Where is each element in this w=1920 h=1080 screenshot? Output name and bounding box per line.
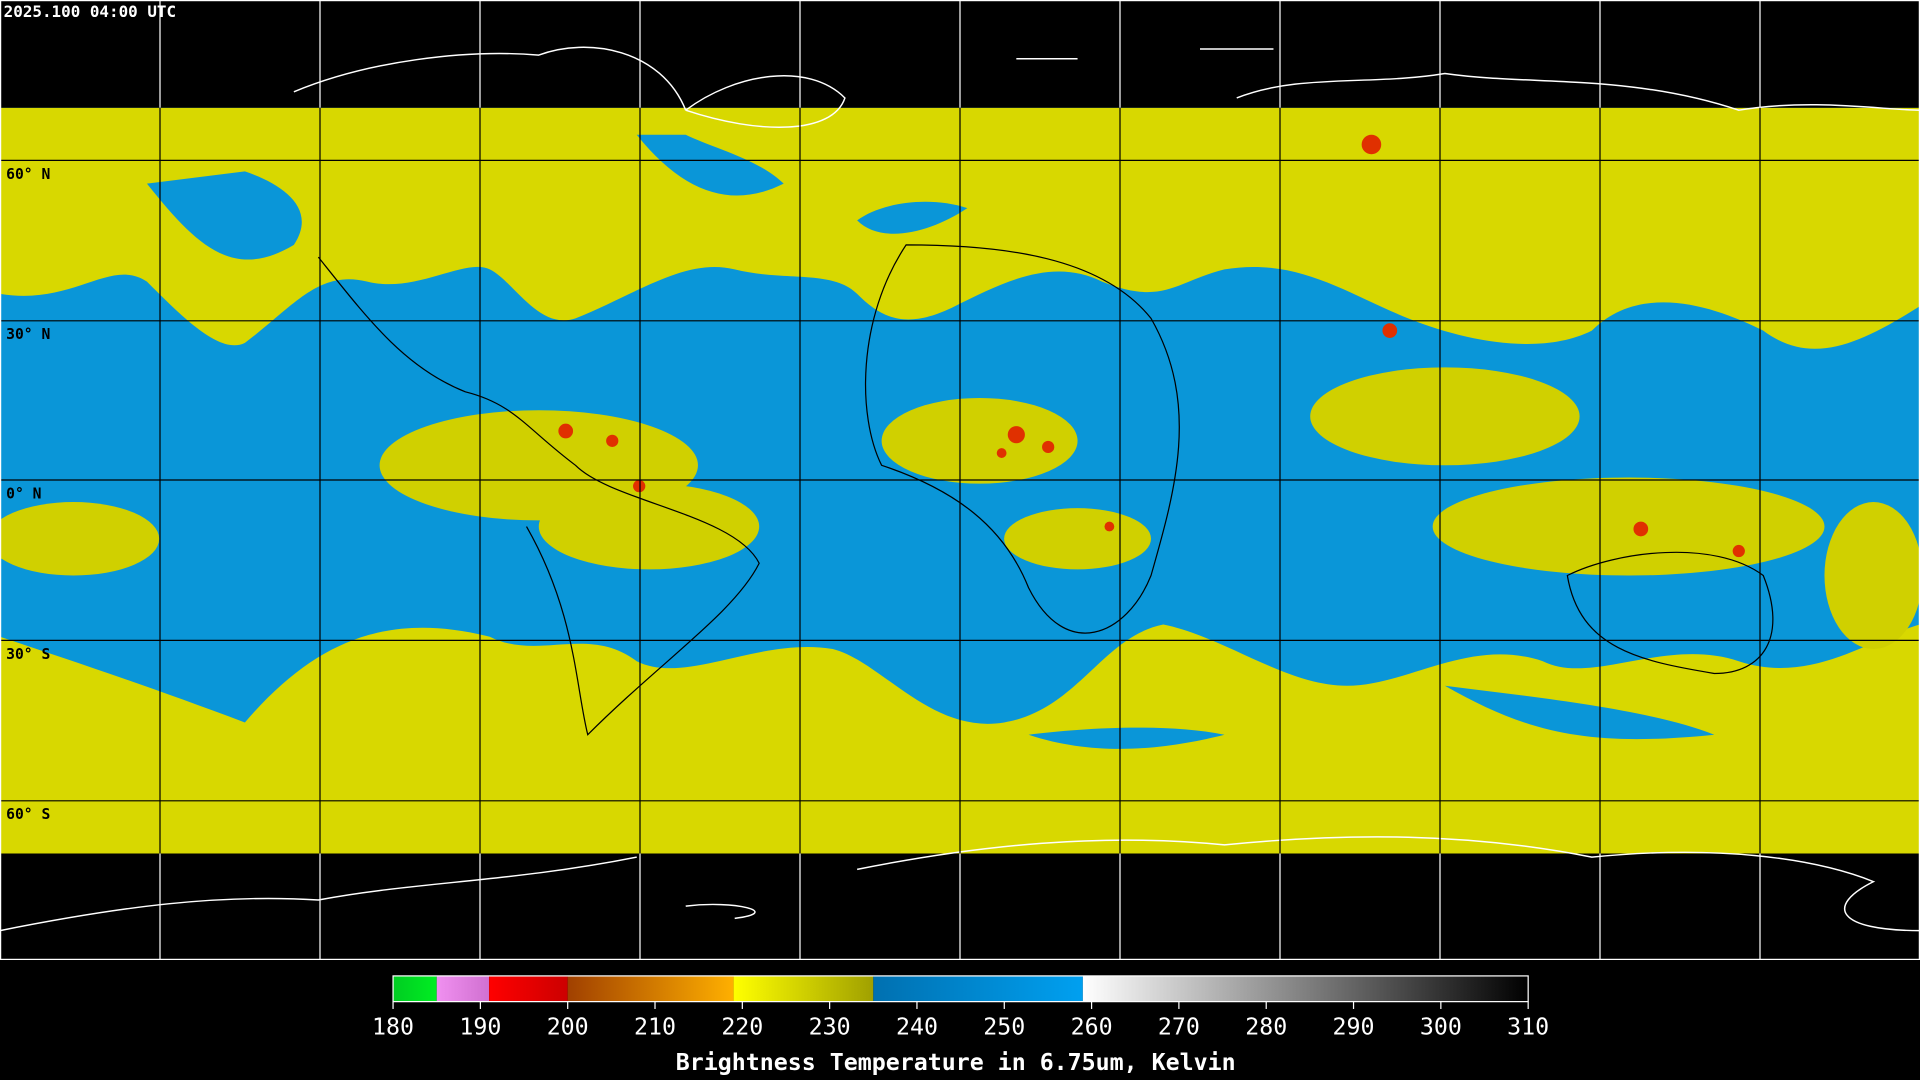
latitude-label: 30° S xyxy=(6,646,50,663)
cold-tops xyxy=(558,134,1745,558)
colorbar-tick-label: 300 xyxy=(1420,1014,1462,1041)
latitude-label: 60° N xyxy=(6,166,50,183)
colorbar-tick-label: 180 xyxy=(372,1014,414,1041)
colorbar-tick-label: 280 xyxy=(1245,1014,1287,1041)
colorbar-segment xyxy=(393,975,437,1002)
colorbar-tick-label: 260 xyxy=(1071,1014,1113,1041)
colorbar-tick-label: 310 xyxy=(1507,1014,1549,1041)
colorbar-label: Brightness Temperature in 6.75um, Kelvin xyxy=(676,1049,1236,1076)
dry-slot xyxy=(146,134,968,260)
latitude-label: 60° S xyxy=(6,806,50,823)
colorbar-tick-label: 190 xyxy=(459,1014,501,1041)
latitude-label: 0° N xyxy=(6,485,41,502)
colorbar-segment xyxy=(567,975,734,1002)
colorbar-segment xyxy=(873,975,1083,1002)
colorbar-tick-label: 210 xyxy=(634,1014,676,1041)
latitude-label: 30° N xyxy=(6,326,50,343)
timestamp: 2025.100 04:00 UTC xyxy=(4,2,176,21)
colorbar-segment xyxy=(436,975,490,1002)
colorbar-tick-label: 230 xyxy=(809,1014,851,1041)
colorbar-tick-label: 250 xyxy=(983,1014,1025,1041)
colorbar-tick-label: 240 xyxy=(896,1014,938,1041)
colorbar-tick-label: 220 xyxy=(721,1014,763,1041)
colorbar-segment xyxy=(489,975,568,1002)
coastline xyxy=(317,244,1774,736)
colorbar-tick-label: 270 xyxy=(1158,1014,1200,1041)
coastline xyxy=(0,46,1920,932)
dry-slot xyxy=(1028,685,1715,749)
colorbar-frame xyxy=(392,975,1529,1003)
colorbar-segment xyxy=(1082,975,1529,1002)
colorbar-tick-label: 200 xyxy=(547,1014,589,1041)
map-frame xyxy=(0,0,1920,960)
meridians xyxy=(159,0,1761,960)
convection xyxy=(0,367,1920,649)
colorbar-tick-label: 290 xyxy=(1333,1014,1375,1041)
colorbar-segment xyxy=(733,975,874,1002)
